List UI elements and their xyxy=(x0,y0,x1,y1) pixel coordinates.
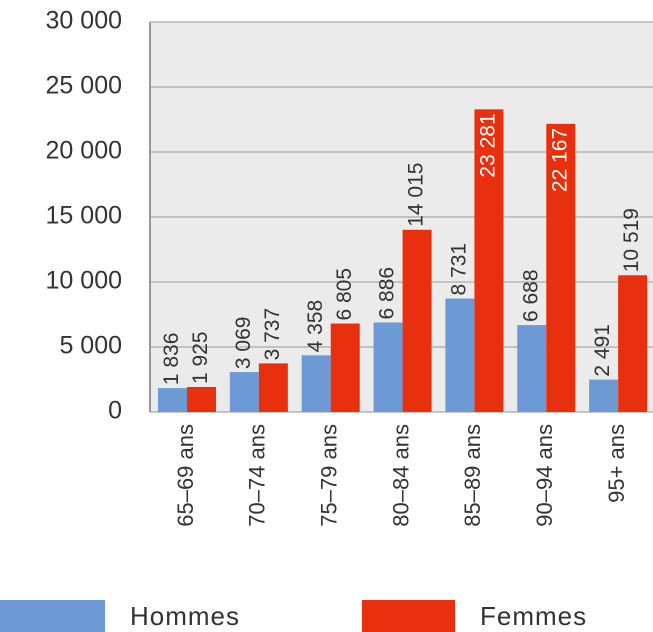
bar xyxy=(330,323,360,412)
bar xyxy=(187,386,216,412)
y-tick-label: 20 000 xyxy=(46,137,122,165)
bar xyxy=(589,379,619,412)
value-label: 2 491 xyxy=(591,324,614,377)
y-tick-label: 15 000 xyxy=(46,202,122,230)
legend-label: Hommes xyxy=(130,601,240,631)
value-label: 8 731 xyxy=(447,243,470,296)
value-label: 6 805 xyxy=(333,268,356,321)
bar xyxy=(546,123,576,412)
x-tick-label: 65–69 ans xyxy=(173,424,198,527)
bar xyxy=(158,388,187,412)
bar xyxy=(474,109,504,413)
y-tick-label: 25 000 xyxy=(46,72,122,100)
bar xyxy=(402,229,432,412)
legend-label: Femmes xyxy=(480,601,587,631)
value-label: 1 836 xyxy=(160,333,183,386)
bar xyxy=(445,298,475,412)
x-tick-label: 80–84 ans xyxy=(388,424,413,527)
x-tick-label: 70–74 ans xyxy=(245,424,270,527)
y-tick-label: 30 000 xyxy=(46,7,122,35)
value-label: 14 015 xyxy=(405,163,428,227)
y-tick-label: 10 000 xyxy=(46,267,122,295)
value-label: 23 281 xyxy=(476,113,499,177)
legend-swatch xyxy=(0,600,105,632)
bar xyxy=(618,275,648,412)
x-tick-label: 85–89 ans xyxy=(460,424,485,527)
legend-swatch xyxy=(362,600,455,632)
value-label: 3 737 xyxy=(261,308,284,361)
bar xyxy=(229,372,259,412)
value-label: 6 886 xyxy=(376,267,399,320)
bar xyxy=(517,325,547,412)
y-tick-label: 5 000 xyxy=(59,332,122,360)
y-tick-label: 0 xyxy=(108,397,122,425)
value-label: 22 167 xyxy=(548,128,571,192)
x-tick-label: 75–79 ans xyxy=(317,424,342,527)
x-tick-label: 90–94 ans xyxy=(532,424,557,527)
bar xyxy=(258,363,288,412)
value-label: 3 069 xyxy=(232,317,255,370)
value-label: 6 688 xyxy=(519,269,542,322)
bar xyxy=(373,322,403,412)
value-label: 1 925 xyxy=(189,331,212,384)
x-tick-label: 95+ ans xyxy=(604,424,629,503)
value-label: 4 358 xyxy=(304,300,327,353)
value-label: 10 519 xyxy=(620,208,643,272)
bar xyxy=(301,355,331,412)
